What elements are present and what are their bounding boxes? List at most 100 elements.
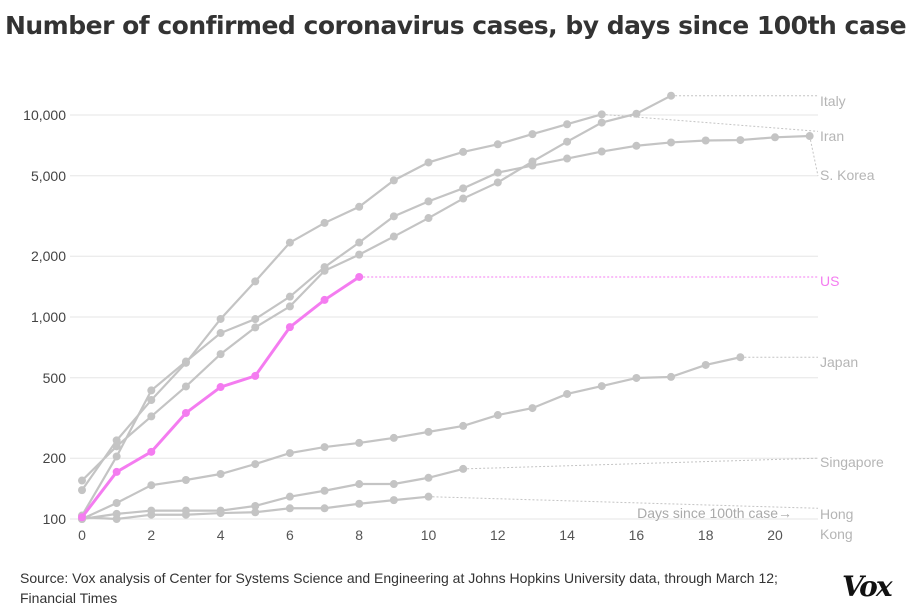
data-point [632,141,641,150]
data-point [320,263,329,272]
data-point [320,443,329,452]
data-point [597,110,606,119]
data-point [597,147,606,156]
data-point [459,147,468,156]
data-point [736,353,745,362]
data-point [216,470,225,479]
data-point [528,161,537,170]
series-label: US [820,273,839,289]
data-point [355,250,364,259]
data-point [355,272,364,281]
x-tick-label: 10 [421,527,437,543]
line-chart: 100 200 500 1,000 2,000 5,000 10,000 0 2 4 6 8 10 12 1… [23,91,884,543]
data-point [320,486,329,495]
data-point [459,421,468,430]
data-point [771,133,779,142]
data-point [563,154,572,163]
data-point [285,292,294,301]
series-label: Kong [820,526,853,542]
data-point [563,389,572,398]
data-point [251,315,260,324]
data-point [112,515,121,523]
y-tick-label: 200 [43,450,67,466]
data-point [493,140,502,149]
data-point [355,499,364,508]
data-point [251,460,260,469]
data-point [112,452,121,461]
series-line-iran [81,113,603,491]
data-point [285,238,294,247]
data-point [424,158,433,167]
data-point [736,136,745,145]
x-tick-label: 2 [147,527,155,543]
data-point [563,137,572,146]
data-point [493,411,502,420]
data-point [216,509,225,518]
data-point [147,481,156,490]
data-point [251,323,260,332]
leader-line [463,457,819,470]
data-point [355,438,364,447]
x-tick-label: 20 [767,527,783,543]
data-point [424,492,433,501]
data-point [459,464,468,473]
data-point [528,404,537,413]
data-point [181,382,190,391]
y-tick-label: 100 [43,511,67,527]
data-point [632,373,641,382]
data-point [112,499,121,508]
data-point [112,436,121,445]
data-point [320,218,329,227]
series-label: Iran [820,128,844,144]
series-label: Singapore [820,454,884,470]
data-point [459,184,468,193]
data-point [216,329,225,338]
data-point [389,480,398,489]
x-tick-label: 4 [217,527,225,543]
data-point [389,176,398,185]
y-tick-label: 500 [43,370,67,386]
x-tick-label: 16 [629,527,645,543]
x-tick-label: 14 [559,527,575,543]
data-point [667,91,676,100]
data-point [251,371,260,380]
data-point [701,360,710,369]
data-point [216,314,225,323]
source-note: Source: Vox analysis of Center for Syste… [20,570,778,606]
data-point [389,212,398,221]
data-point [251,508,260,517]
series-line-italy [81,94,672,482]
data-point [389,496,398,505]
data-point [78,513,86,522]
data-point [285,449,294,458]
data-point [355,480,364,489]
data-point [424,197,433,206]
data-point [320,295,329,304]
series-label: Japan [820,354,858,370]
vox-logo: Vox [842,570,893,603]
data-point [597,382,606,391]
y-tick-label: 5,000 [31,168,66,184]
data-point [355,238,364,247]
x-tick-label: 0 [78,527,86,543]
data-point [285,302,294,311]
x-tick-label: 6 [286,527,294,543]
data-point [181,408,190,417]
x-axis-label: Days since 100th case→ [637,505,792,521]
series-line-japan [81,356,741,520]
data-point [701,136,710,145]
y-tick-label: 2,000 [31,248,66,264]
data-point [424,214,433,223]
chart-title: Number of confirmed coronavirus cases, b… [4,11,907,40]
data-point [389,433,398,442]
data-point [147,396,156,405]
series-label: Hong [820,506,853,522]
series-line-s-korea [81,134,810,517]
data-point [597,118,606,127]
series-label: S. Korea [820,167,875,183]
leader-line [809,135,819,176]
series-line-singapore [81,467,464,521]
data-point [320,504,329,513]
data-point [285,504,294,513]
data-point [216,383,225,392]
